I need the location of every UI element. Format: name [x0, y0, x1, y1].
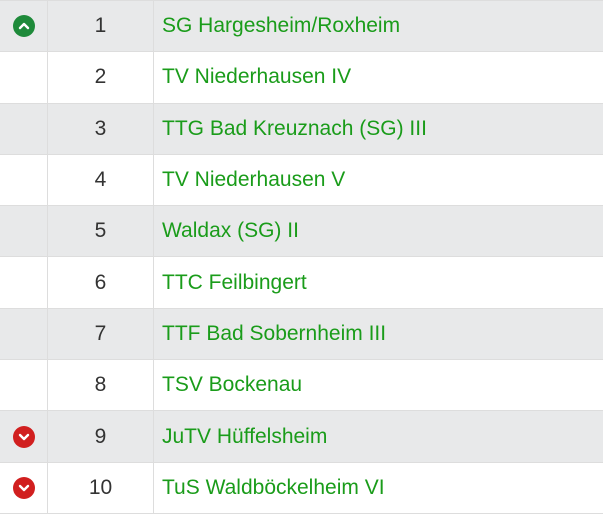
team-link[interactable]: Waldax (SG) II: [162, 219, 299, 243]
team-link[interactable]: TuS Waldböckelheim VI: [162, 475, 385, 499]
status-cell: [0, 411, 48, 462]
team-link[interactable]: TTC Feilbingert: [162, 270, 307, 294]
table-row: 10 TuS Waldböckelheim VI: [0, 462, 603, 514]
status-cell: [0, 360, 48, 411]
table-row: 1 SG Hargesheim/Roxheim: [0, 1, 603, 53]
table-row: 2 TV Niederhausen IV: [0, 52, 603, 104]
status-cell: [0, 308, 48, 360]
status-cell: [0, 154, 48, 206]
rank-cell: 1: [48, 1, 154, 52]
team-link[interactable]: SG Hargesheim/Roxheim: [162, 14, 401, 38]
team-link[interactable]: TSV Bockenau: [162, 373, 303, 397]
rank-cell: 3: [48, 103, 154, 154]
team-link[interactable]: TV Niederhausen IV: [162, 65, 352, 89]
team-link[interactable]: TV Niederhausen V: [162, 168, 346, 192]
table-row: 7 TTF Bad Sobernheim III: [0, 308, 603, 361]
rank-cell: 9: [48, 411, 154, 462]
status-cell: [0, 206, 48, 257]
rank-cell: 8: [48, 360, 154, 411]
rank-cell: 5: [48, 206, 154, 257]
rank-cell: 2: [48, 52, 154, 103]
status-cell: [0, 462, 48, 513]
chevron-down-icon: [12, 425, 35, 448]
team-link[interactable]: TTF Bad Sobernheim III: [162, 321, 387, 345]
team-link[interactable]: JuTV Hüffelsheim: [162, 424, 328, 448]
status-cell: [0, 52, 48, 103]
table-row: 8 TSV Bockenau: [0, 360, 603, 412]
status-cell: [0, 257, 48, 308]
table-row: 9 JuTV Hüffelsheim: [0, 411, 603, 463]
table-row: 5 Waldax (SG) II: [0, 206, 603, 258]
rank-cell: 10: [48, 462, 154, 513]
rank-cell: 4: [48, 154, 154, 206]
status-cell: [0, 1, 48, 52]
status-cell: [0, 103, 48, 154]
table-row: 6 TTC Feilbingert: [0, 257, 603, 309]
table-row: 4 TV Niederhausen V: [0, 154, 603, 207]
chevron-down-icon: [12, 476, 35, 499]
rank-cell: 6: [48, 257, 154, 308]
rank-cell: 7: [48, 308, 154, 360]
team-link[interactable]: TTG Bad Kreuznach (SG) III: [162, 116, 427, 140]
chevron-up-icon: [12, 15, 35, 38]
table-row: 3 TTG Bad Kreuznach (SG) III: [0, 103, 603, 155]
